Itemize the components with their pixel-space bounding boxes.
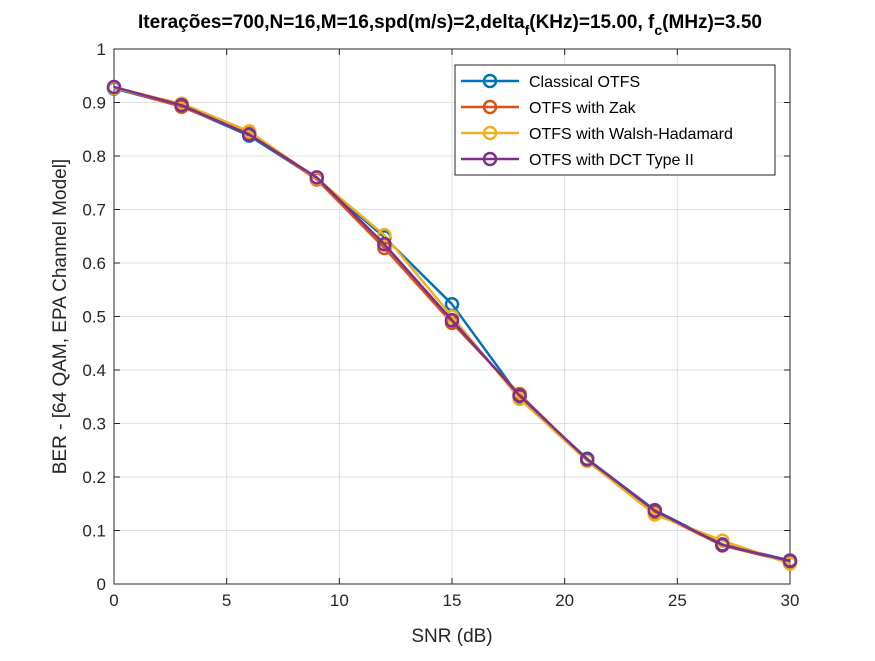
legend-label: Classical OTFS <box>529 74 640 91</box>
legend-box <box>454 64 776 176</box>
legend-label: OTFS with Zak <box>529 100 637 117</box>
y-tick-label: 0.5 <box>82 308 106 327</box>
x-tick-label: 20 <box>555 591 574 610</box>
chart-title: Iterações=700,N=16,M=16,spd(m/s)=2,delta… <box>138 12 762 38</box>
data-point <box>444 312 460 328</box>
legend-marker <box>482 99 498 115</box>
x-tick-label: 5 <box>222 591 231 610</box>
y-tick-label: 0.1 <box>82 522 106 541</box>
x-tick-label: 0 <box>109 591 118 610</box>
data-point <box>579 452 595 467</box>
x-axis-label: SNR (dB) <box>411 626 492 647</box>
y-tick-label: 0.8 <box>82 147 106 166</box>
x-tick-label: 30 <box>781 591 800 610</box>
legend-item: OTFS with Walsh-Hadamard <box>461 125 733 143</box>
data-point <box>512 388 527 403</box>
data-point <box>106 79 122 95</box>
legend-item: OTFS with Zak <box>461 99 637 117</box>
legend-marker <box>482 73 498 89</box>
y-tick-label: 0.6 <box>82 254 106 273</box>
data-point <box>309 170 325 185</box>
y-axis-label: BER - [64 QAM, EPA Channel Model] <box>50 159 71 474</box>
data-point <box>241 127 257 142</box>
axis-ticks: 0 5 10 15 20 25 30 0 0.1 0.2 0.3 0.4 0.5 0.6 0.7 0.8 0.9… <box>82 40 799 610</box>
data-point <box>647 503 663 518</box>
y-tick-label: 0 <box>97 575 106 594</box>
x-tick-label: 15 <box>443 591 462 610</box>
data-point <box>377 237 392 252</box>
data-point <box>174 97 189 113</box>
series-line <box>113 85 791 563</box>
data-point <box>377 227 392 243</box>
legend-item: Classical OTFS <box>461 73 640 91</box>
y-tick-label: 1 <box>97 40 106 59</box>
legend: Classical OTFS OTFS with Zak OTFS with Wal… <box>454 64 776 176</box>
legend-label: OTFS with Walsh-Hadamard <box>529 126 733 143</box>
series-layer <box>106 79 798 571</box>
legend-marker <box>482 125 498 141</box>
legend-marker <box>482 151 498 167</box>
y-tick-label: 0.2 <box>82 468 106 487</box>
y-tick-label: 0.7 <box>82 201 106 220</box>
series-otfs-with-dct-type-ii <box>106 79 798 569</box>
x-tick-label: 10 <box>330 591 349 610</box>
y-tick-label: 0.9 <box>82 94 106 113</box>
data-point <box>715 537 730 553</box>
data-point <box>782 553 798 569</box>
legend-label: OTFS with DCT Type II <box>529 152 694 169</box>
y-tick-label: 0.4 <box>82 361 106 380</box>
legend-item: OTFS with DCT Type II <box>461 151 694 169</box>
y-tick-label: 0.3 <box>82 415 106 434</box>
x-tick-label: 25 <box>668 591 687 610</box>
